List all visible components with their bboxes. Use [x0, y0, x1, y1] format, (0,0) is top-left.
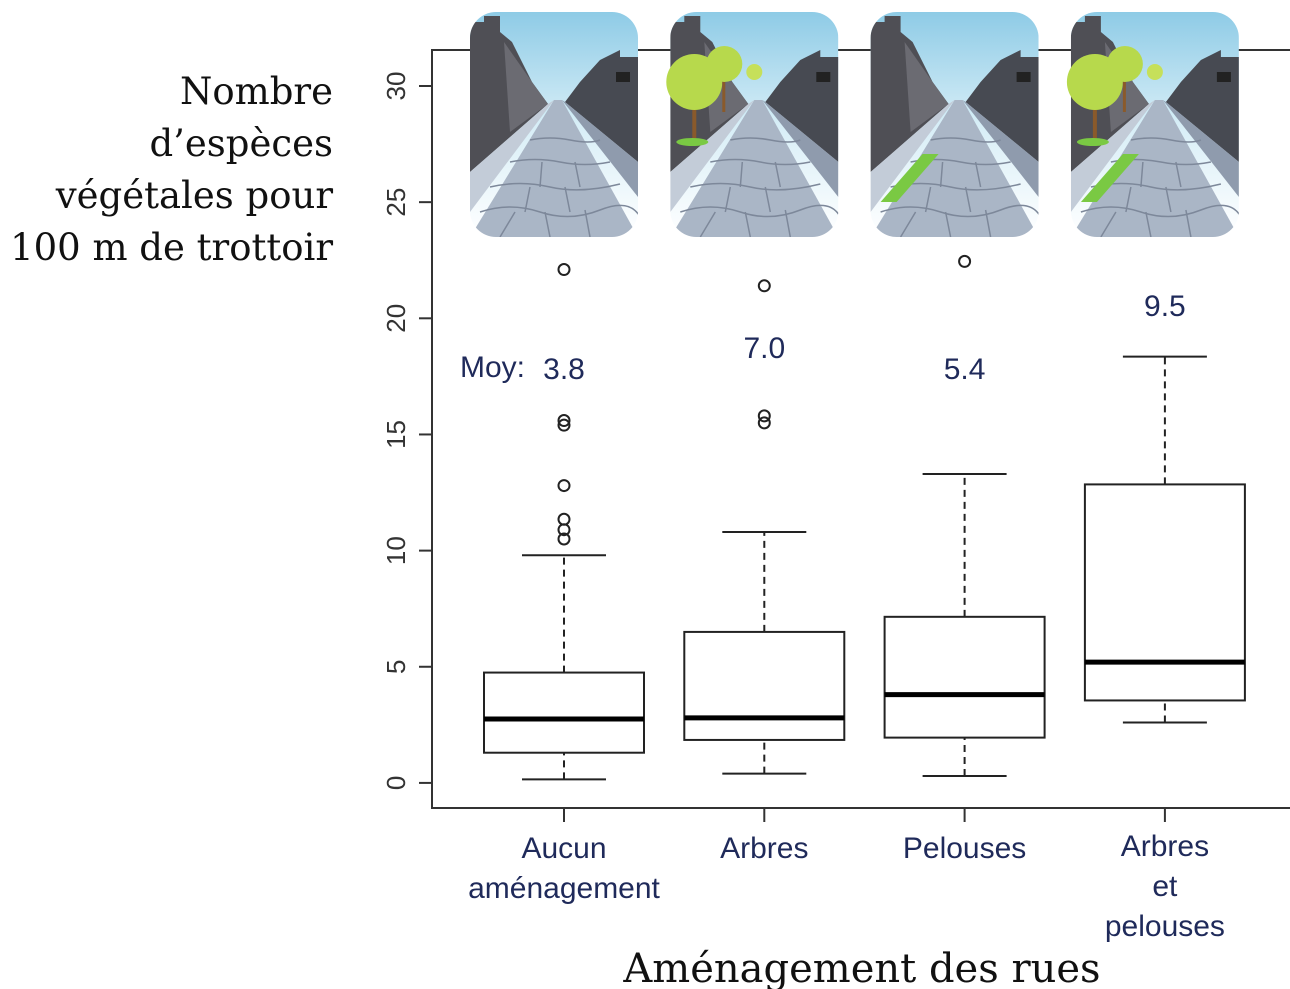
street-illustration	[470, 12, 640, 237]
mean-label: 3.8	[543, 353, 585, 386]
x-tick-label: Arbres	[720, 832, 808, 865]
mean-label: 7.0	[743, 332, 785, 365]
street-scene	[470, 12, 640, 237]
outlier	[559, 264, 570, 275]
y-axis-label-line: végétales pour	[55, 174, 334, 217]
outlier	[959, 256, 970, 267]
x-axis-label: Aménagement des rues	[622, 946, 1100, 989]
chart: Nombre d’espèces végétales pour 100 m de tr…	[0, 0, 1290, 989]
y-tick-label: 0	[381, 776, 411, 790]
x-tick-label: Pelouses	[903, 832, 1026, 865]
mean-prefix: Moy:	[460, 351, 525, 384]
outlier	[759, 410, 770, 421]
y-axis-label-line: 100 m de trottoir	[10, 226, 333, 269]
box	[484, 673, 644, 753]
box	[1085, 484, 1245, 700]
illustrations	[470, 12, 1241, 237]
street-illustration	[871, 12, 1041, 237]
y-tick-label: 5	[381, 660, 411, 674]
y-tick-label: 10	[381, 536, 411, 565]
y-tick-label: 30	[381, 72, 411, 101]
y-axis-label: Nombre d’espèces végétales pour 100 m de tr…	[10, 70, 333, 269]
y-tick-label: 20	[381, 304, 411, 333]
box	[684, 632, 844, 740]
mean-label: 9.5	[1144, 290, 1186, 323]
y-axis-label-line: Nombre	[180, 70, 333, 113]
y-axis-label-line: d’espèces	[149, 122, 333, 165]
y-tick-label: 15	[381, 420, 411, 449]
street-illustration	[1067, 12, 1241, 237]
outlier	[759, 280, 770, 291]
mean-label: 5.4	[944, 353, 986, 386]
outlier	[559, 514, 570, 525]
box	[885, 617, 1045, 738]
street-illustration	[666, 12, 840, 237]
outlier	[559, 480, 570, 491]
y-tick-label: 25	[381, 188, 411, 217]
street-scene	[871, 12, 1041, 237]
